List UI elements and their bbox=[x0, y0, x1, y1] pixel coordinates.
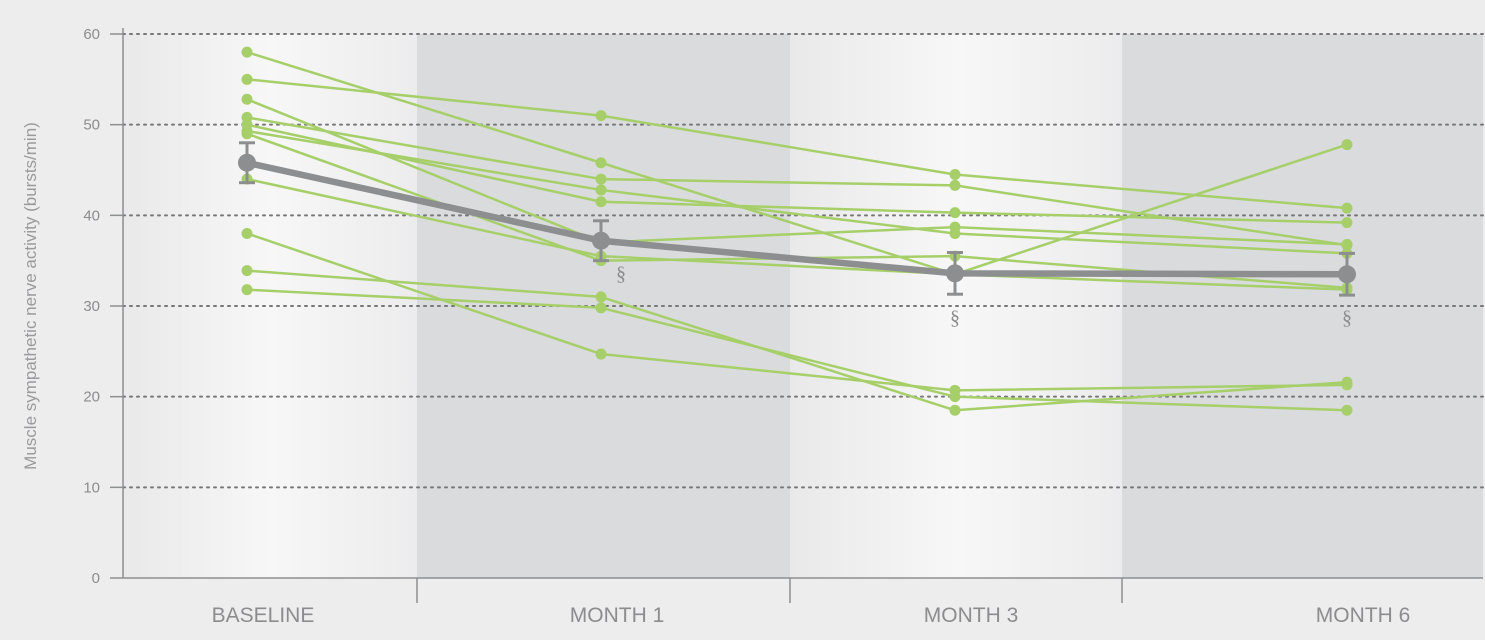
data-point bbox=[595, 173, 607, 185]
band-3 bbox=[1122, 34, 1483, 578]
data-point bbox=[1341, 239, 1353, 251]
data-point bbox=[241, 46, 253, 58]
y-tick-label: 20 bbox=[83, 389, 100, 406]
series-2 bbox=[241, 73, 1353, 214]
series-line bbox=[246, 129, 1348, 255]
significance-marker: § bbox=[616, 263, 626, 285]
x-category-label: MONTH 1 bbox=[570, 604, 665, 627]
x-category-label: BASELINE bbox=[212, 604, 315, 627]
data-point bbox=[949, 207, 961, 219]
significance-marker: § bbox=[950, 307, 960, 329]
data-point bbox=[1341, 404, 1353, 416]
data-point bbox=[1341, 217, 1353, 229]
y-tick-label: 60 bbox=[83, 26, 100, 43]
gridlines bbox=[122, 33, 1484, 489]
series-line bbox=[246, 269, 1348, 412]
mean-line bbox=[243, 159, 1351, 278]
data-point bbox=[1341, 376, 1353, 388]
mean-series bbox=[238, 141, 1356, 297]
x-category-label: MONTH 3 bbox=[924, 604, 1019, 627]
series-line bbox=[246, 143, 1348, 276]
y-tick-label: 50 bbox=[83, 117, 100, 134]
data-point bbox=[241, 93, 253, 105]
x-category-label: MONTH 6 bbox=[1316, 604, 1411, 627]
mean-point bbox=[1338, 265, 1356, 284]
series-line bbox=[246, 50, 1348, 291]
significance-marker: § bbox=[1342, 307, 1352, 329]
series-4 bbox=[241, 111, 1353, 251]
data-point bbox=[949, 169, 961, 181]
data-point bbox=[241, 73, 253, 85]
series-line bbox=[246, 123, 1348, 224]
data-point bbox=[949, 227, 961, 239]
y-tick-label: 40 bbox=[83, 207, 100, 224]
mean-point bbox=[592, 231, 610, 250]
data-point bbox=[595, 348, 607, 360]
data-point bbox=[595, 302, 607, 314]
series-line bbox=[246, 78, 1348, 210]
series-line bbox=[246, 232, 1348, 392]
series-line bbox=[246, 98, 1348, 246]
y-tick-label: 10 bbox=[83, 479, 100, 496]
data-point bbox=[241, 265, 253, 277]
data-point bbox=[595, 157, 607, 169]
data-point bbox=[949, 404, 961, 416]
x-tick-labels: BASELINE MONTH 1 MONTH 3 MONTH 6 bbox=[212, 604, 1411, 627]
series-11 bbox=[241, 284, 1353, 416]
y-tick-label: 30 bbox=[83, 298, 100, 315]
data-point bbox=[949, 391, 961, 403]
data-point bbox=[595, 291, 607, 303]
data-point bbox=[241, 227, 253, 239]
data-point bbox=[595, 110, 607, 122]
y-tick-label: 0 bbox=[92, 570, 100, 587]
data-point bbox=[949, 179, 961, 191]
series-line bbox=[246, 288, 1348, 412]
series-line bbox=[246, 116, 1348, 247]
data-point bbox=[595, 196, 607, 208]
mean-point bbox=[946, 264, 964, 283]
data-point bbox=[1341, 139, 1353, 151]
data-point bbox=[595, 184, 607, 196]
y-tick-labels: 0 10 20 30 40 50 60 bbox=[83, 26, 100, 587]
data-point bbox=[1341, 202, 1353, 214]
series-10 bbox=[241, 265, 1353, 416]
axes bbox=[110, 28, 1483, 603]
data-point bbox=[241, 128, 253, 140]
y-axis-label: Muscle sympathetic nerve activity (burst… bbox=[21, 122, 40, 470]
mean-point bbox=[238, 153, 256, 172]
data-point bbox=[241, 284, 253, 296]
significance-annotations: § § § bbox=[616, 263, 1352, 329]
